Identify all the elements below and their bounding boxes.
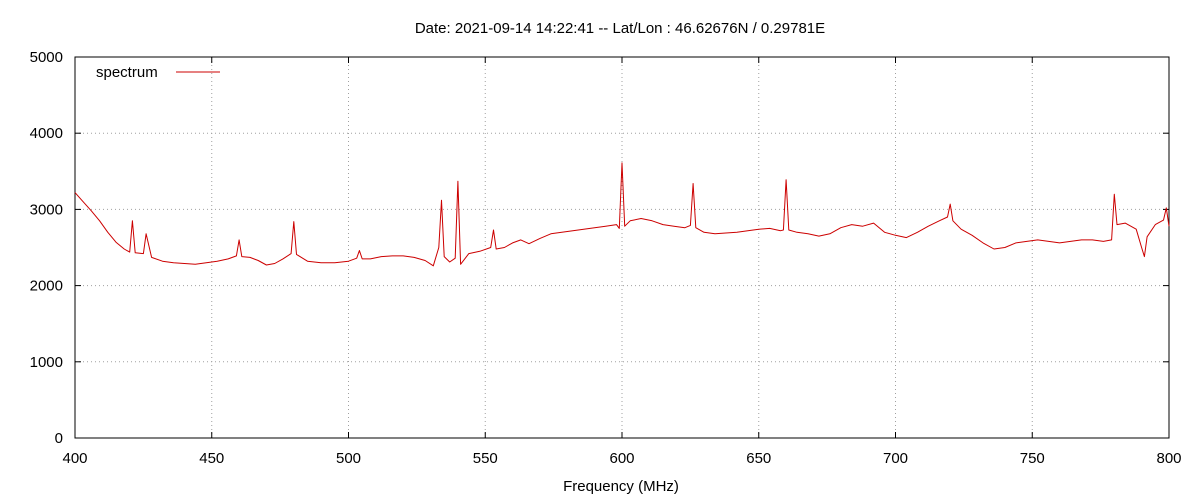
x-tick-label: 600: [609, 450, 634, 467]
x-tick-label: 400: [62, 450, 87, 467]
y-tick-label: 2000: [30, 278, 63, 295]
axis-ticks: 400 450 500 550 600 650 700 750 800 0 1000 2000 3000…: [30, 49, 1182, 467]
chart-title: Date: 2021-09-14 14:22:41 -- Lat/Lon : 4…: [415, 20, 825, 37]
y-tick-label: 0: [55, 430, 63, 447]
legend-label: spectrum: [96, 64, 158, 81]
y-tick-label: 3000: [30, 201, 63, 218]
legend: spectrum: [96, 64, 220, 81]
y-tick-label: 1000: [30, 354, 63, 371]
x-tick-label: 500: [336, 450, 361, 467]
x-tick-label: 450: [199, 450, 224, 467]
series-line-spectrum: [74, 162, 1170, 267]
x-tick-label: 650: [746, 450, 771, 467]
y-tick-label: 5000: [30, 49, 63, 66]
x-tick-label: 800: [1156, 450, 1181, 467]
x-tick-label: 750: [1020, 450, 1045, 467]
x-tick-label: 550: [473, 450, 498, 467]
x-axis-label: Frequency (MHz): [563, 478, 679, 495]
series-layer: [74, 162, 1170, 267]
y-tick-label: 4000: [30, 125, 63, 142]
x-tick-label: 700: [883, 450, 908, 467]
